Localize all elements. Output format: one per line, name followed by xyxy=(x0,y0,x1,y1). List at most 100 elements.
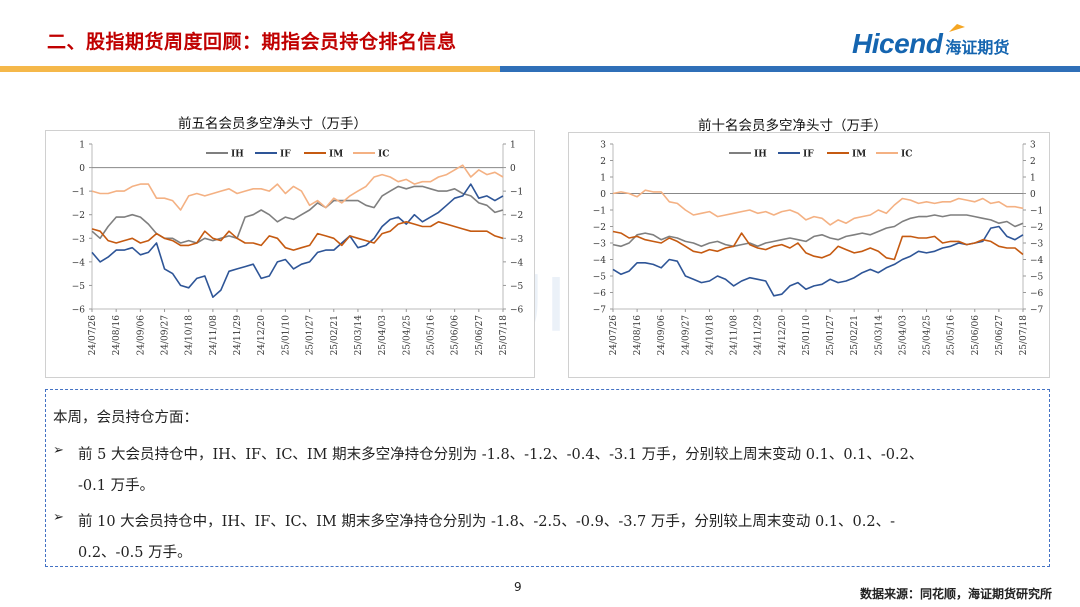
y-tick-label-left: −6 xyxy=(593,289,607,299)
x-tick-label: 24/10/18 xyxy=(705,315,715,356)
y-tick-label-right: 2 xyxy=(1030,157,1036,167)
company-logo: Hicend 海证期货 xyxy=(852,24,1010,64)
commentary-item-1-line2: -0.1 万手。 xyxy=(78,478,155,494)
x-tick-label: 25/07/18 xyxy=(1019,315,1029,356)
chart-frame-top10: 3 3 2 2 1 1 0 0 −1 −1 −2 −2 −3 −3 −4 −4 −5 −5 −6 −6 −7 −7 24/0… xyxy=(568,132,1050,378)
series-line-im xyxy=(91,221,504,251)
y-tick-label-right: −3 xyxy=(510,235,524,245)
y-tick-label-right: 1 xyxy=(1030,174,1036,184)
chart-title-top5: 前五名会员多空净头寸（万手） xyxy=(178,116,367,132)
x-tick-label: 25/06/06 xyxy=(451,315,461,356)
series-line-im xyxy=(612,230,1024,261)
x-tick-label: 25/07/18 xyxy=(499,315,509,356)
bullet-arrow-icon: ➢ xyxy=(53,510,64,525)
chart-top10-net-positions: 3 32 21 10 0−1 −1−2 −2−3 −3−4 −4−5 −5−6 −6−7 −724/0… xyxy=(593,141,1044,356)
bullet-arrow-icon: ➢ xyxy=(53,443,64,458)
logo-text: Hicend xyxy=(852,28,943,59)
y-tick-label-right: −5 xyxy=(510,282,524,292)
series-line-if xyxy=(612,225,1024,297)
x-tick-label: 25/06/27 xyxy=(995,315,1005,356)
y-tick-label-right: −3 xyxy=(1030,240,1044,250)
y-tick-label-right: 0 xyxy=(510,164,516,174)
x-tick-label: 25/04/03 xyxy=(378,315,388,356)
y-tick-label-left: −5 xyxy=(72,282,86,292)
chart-top5-net-positions: 1 10 0−1 −1−2 −2−3 −3−4 −4−5 −5−6 −624/07/26 24/0… xyxy=(72,141,524,356)
x-tick-label: 24/12/20 xyxy=(257,315,267,356)
commentary-heading: 本周，会员持仓方面： xyxy=(53,410,198,426)
x-tick-label: 24/08/16 xyxy=(112,315,122,356)
y-tick-label-left: −4 xyxy=(593,256,607,266)
y-tick-label-left: −3 xyxy=(72,235,86,245)
x-tick-label: 24/12/20 xyxy=(778,315,788,356)
x-tick-label: 24/07/26 xyxy=(88,315,98,356)
y-tick-label-left: −4 xyxy=(72,258,86,268)
legend-label-if: IF xyxy=(803,150,814,160)
legend-label-ic: IC xyxy=(378,150,389,160)
page-title: 二、股指期货周度回顾：期指会员持仓排名信息 xyxy=(47,31,457,53)
y-tick-label-right: −6 xyxy=(1030,289,1044,299)
x-tick-label: 24/07/26 xyxy=(609,315,619,356)
commentary-item-2-line1: 前 10 大会员持仓中，IH、IF、IC、IM 期末多空净持仓分别为 -1.8、… xyxy=(78,514,896,530)
x-tick-label: 24/10/18 xyxy=(185,315,195,356)
x-tick-label: 25/05/16 xyxy=(426,315,436,356)
data-source: 数据来源：同花顺，海证期货研究所 xyxy=(859,587,1052,601)
commentary-box xyxy=(45,389,1050,567)
y-tick-label-right: −1 xyxy=(510,188,523,198)
x-tick-label: 24/11/29 xyxy=(754,315,764,356)
x-tick-label: 25/02/21 xyxy=(850,315,860,355)
y-tick-label-right: −4 xyxy=(510,258,524,268)
y-tick-label-left: 1 xyxy=(79,141,85,151)
y-tick-label-right: −6 xyxy=(510,306,524,316)
legend-label-im: IM xyxy=(329,150,343,160)
x-tick-label: 25/01/10 xyxy=(281,315,291,356)
y-tick-label-left: −1 xyxy=(593,207,606,217)
x-tick-label: 25/06/06 xyxy=(971,315,981,356)
x-tick-label: 25/03/14 xyxy=(354,315,364,356)
page-number: 9 xyxy=(514,580,522,594)
legend-label-if: IF xyxy=(280,150,291,160)
header-stripe-orange xyxy=(0,66,500,72)
y-tick-label-right: −2 xyxy=(1030,223,1043,233)
x-tick-label: 25/06/27 xyxy=(475,315,485,356)
y-tick-label-left: −3 xyxy=(593,240,607,250)
x-tick-label: 24/09/06 xyxy=(136,315,146,356)
x-tick-label: 25/05/16 xyxy=(947,315,957,356)
y-tick-label-left: 3 xyxy=(600,141,606,151)
chart-frame-top5: 1 1 0 0 −1 −1 −2 −2 −3 −3 −4 −4 −5 −5 −6 −6 24/07/26 24/0… xyxy=(45,130,535,378)
y-tick-label-left: 1 xyxy=(600,174,606,184)
y-tick-label-left: −7 xyxy=(593,306,607,316)
x-tick-label: 25/03/14 xyxy=(874,315,884,356)
series-line-ic xyxy=(91,164,504,211)
x-tick-label: 25/04/25 xyxy=(402,315,412,356)
x-tick-label: 24/09/27 xyxy=(161,315,171,356)
y-tick-label-right: −4 xyxy=(1030,256,1044,266)
y-tick-label-right: 3 xyxy=(1030,141,1036,151)
y-tick-label-right: −5 xyxy=(1030,273,1044,283)
x-tick-label: 24/11/08 xyxy=(730,315,740,356)
legend-label-im: IM xyxy=(852,150,866,160)
y-tick-label-left: −5 xyxy=(593,273,607,283)
x-tick-label: 25/04/25 xyxy=(923,315,933,356)
y-tick-label-left: −6 xyxy=(72,306,86,316)
y-tick-label-left: −2 xyxy=(72,211,85,221)
x-tick-label: 24/11/29 xyxy=(233,315,243,356)
logo-flag-icon xyxy=(949,24,965,32)
x-tick-label: 24/09/06 xyxy=(657,315,667,356)
series-line-if xyxy=(91,183,504,298)
series-line-ih xyxy=(612,214,1024,248)
x-tick-label: 24/11/08 xyxy=(209,315,219,356)
y-tick-label-left: 0 xyxy=(600,190,606,200)
legend-label-ic: IC xyxy=(901,150,912,160)
x-tick-label: 24/09/27 xyxy=(681,315,691,356)
y-tick-label-right: −2 xyxy=(510,211,523,221)
x-tick-label: 25/01/10 xyxy=(802,315,812,356)
y-tick-label-right: 0 xyxy=(1030,190,1036,200)
y-tick-label-right: 1 xyxy=(510,141,516,151)
y-tick-label-right: −7 xyxy=(1030,306,1044,316)
legend-label-ih: IH xyxy=(231,150,244,160)
logo-subtext: 海证期货 xyxy=(945,38,1010,57)
commentary-item-1-line1: 前 5 大会员持仓中，IH、IF、IC、IM 期末多空净持仓分别为 -1.8、-… xyxy=(78,447,924,463)
header-stripe-blue xyxy=(500,66,1080,72)
x-tick-label: 25/02/21 xyxy=(330,315,340,355)
series-line-ic xyxy=(612,189,1024,226)
